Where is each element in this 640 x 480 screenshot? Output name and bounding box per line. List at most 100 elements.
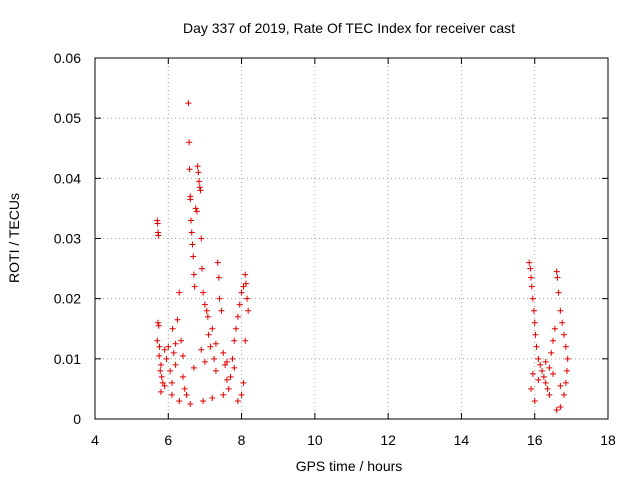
y-tick-labels: 0 0.01 0.02 0.03 0.04 0.05 0.06 — [54, 50, 81, 427]
data-point — [200, 289, 207, 296]
data-point — [198, 346, 205, 353]
data-point — [240, 379, 247, 386]
data-point — [186, 166, 193, 173]
data-point — [178, 337, 185, 344]
data-point — [227, 373, 234, 380]
data-point — [156, 352, 163, 359]
data-points — [154, 100, 571, 413]
data-point — [195, 169, 202, 176]
data-point — [191, 283, 198, 290]
data-point — [218, 307, 225, 314]
data-point — [203, 307, 210, 314]
data-point — [553, 406, 560, 413]
data-point — [209, 325, 216, 332]
data-point — [557, 403, 564, 410]
data-point — [564, 355, 571, 362]
y-tick-label: 0.03 — [54, 231, 81, 247]
data-point — [172, 361, 179, 368]
data-point — [155, 322, 162, 329]
data-point — [551, 325, 558, 332]
data-point — [192, 205, 199, 212]
data-point — [555, 289, 562, 296]
data-point — [544, 385, 551, 392]
data-point — [238, 289, 245, 296]
data-point — [187, 196, 194, 203]
data-point — [193, 208, 200, 215]
data-point — [170, 349, 177, 356]
data-point — [176, 289, 183, 296]
data-point — [242, 271, 249, 278]
data-point — [238, 391, 245, 398]
data-point — [212, 340, 219, 347]
data-point — [157, 388, 164, 395]
data-point — [229, 355, 236, 362]
data-point — [157, 361, 164, 368]
y-axis-label: ROTI / TECUs — [6, 193, 22, 283]
data-point — [205, 331, 212, 338]
data-point — [244, 295, 251, 302]
x-axis-label: GPS time / hours — [296, 458, 403, 474]
data-point — [240, 283, 247, 290]
data-point — [530, 307, 537, 314]
data-point — [546, 364, 553, 371]
data-point — [559, 319, 566, 326]
data-point — [214, 259, 221, 266]
data-point — [216, 295, 223, 302]
data-point — [161, 382, 168, 389]
data-point — [234, 313, 241, 320]
data-point — [222, 361, 229, 368]
y-tick-label: 0.02 — [54, 291, 81, 307]
data-point — [204, 313, 211, 320]
y-tick-label: 0.06 — [54, 50, 81, 66]
data-point — [197, 187, 204, 194]
data-point — [542, 379, 549, 386]
data-point — [539, 367, 546, 374]
x-tick-label: 14 — [454, 432, 470, 448]
data-point — [535, 355, 542, 362]
data-point — [176, 397, 183, 404]
data-point — [245, 307, 252, 314]
data-point — [531, 397, 538, 404]
data-point — [557, 382, 564, 389]
data-point — [231, 364, 238, 371]
data-point — [168, 391, 175, 398]
data-point — [231, 337, 238, 344]
data-point — [198, 265, 205, 272]
x-tick-label: 12 — [380, 432, 396, 448]
axis-ticks — [94, 57, 609, 420]
data-point — [165, 343, 172, 350]
data-point — [554, 274, 561, 281]
data-point — [169, 325, 176, 332]
data-point — [531, 319, 538, 326]
data-point — [157, 367, 164, 374]
x-tick-labels: 4 6 8 10 12 14 16 18 — [91, 432, 616, 448]
data-point — [189, 241, 196, 248]
data-point — [548, 349, 555, 356]
data-point — [242, 337, 249, 344]
data-point — [172, 340, 179, 347]
x-tick-label: 16 — [527, 432, 543, 448]
data-point — [215, 274, 222, 281]
data-point — [154, 337, 161, 344]
y-tick-label: 0 — [73, 411, 81, 427]
data-point — [540, 373, 547, 380]
data-point — [535, 376, 542, 383]
data-point — [201, 301, 208, 308]
data-point — [156, 343, 163, 350]
data-point — [220, 349, 227, 356]
data-point — [174, 316, 181, 323]
chart-title: Day 337 of 2019, Rate Of TEC Index for r… — [183, 20, 515, 36]
data-point — [546, 391, 553, 398]
data-point — [561, 331, 568, 338]
data-point — [212, 367, 219, 374]
data-point — [155, 232, 162, 239]
data-point — [194, 163, 201, 170]
data-point — [537, 361, 544, 368]
x-tick-label: 8 — [238, 432, 246, 448]
x-tick-label: 10 — [307, 432, 323, 448]
data-point — [220, 391, 227, 398]
data-point — [167, 367, 174, 374]
data-point — [188, 217, 195, 224]
data-point — [207, 343, 214, 350]
